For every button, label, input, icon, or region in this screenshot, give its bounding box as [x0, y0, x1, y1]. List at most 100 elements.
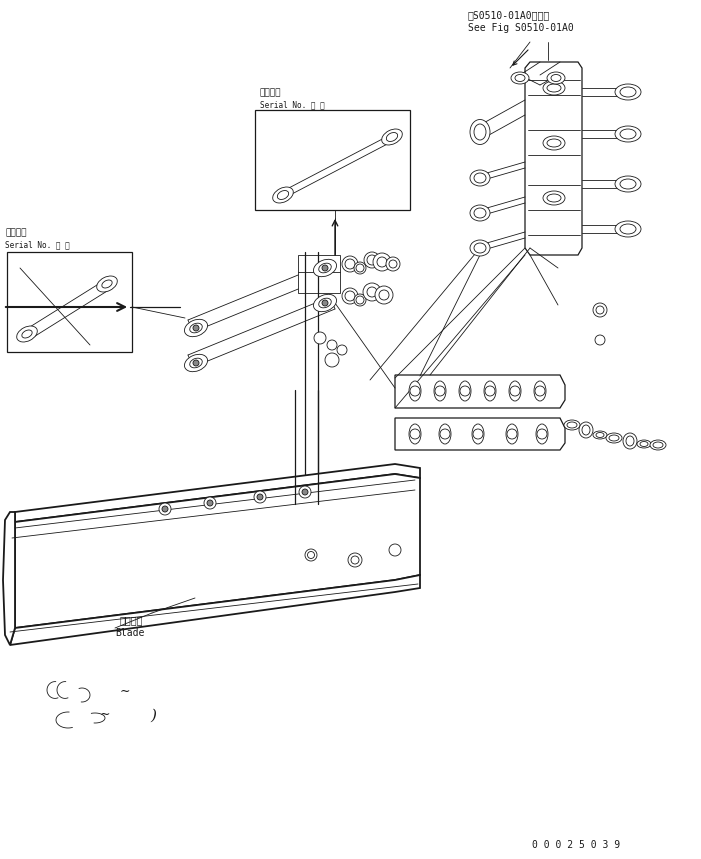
Circle shape: [302, 489, 308, 495]
Ellipse shape: [273, 187, 293, 203]
Circle shape: [327, 340, 337, 350]
Circle shape: [322, 300, 328, 306]
Ellipse shape: [97, 276, 117, 292]
Ellipse shape: [102, 280, 112, 288]
Ellipse shape: [626, 436, 634, 446]
Circle shape: [373, 253, 391, 271]
Text: See Fig S0510-01A0: See Fig S0510-01A0: [468, 23, 573, 33]
Circle shape: [342, 256, 358, 272]
Bar: [298, 255, 340, 293]
Text: 0 0 0 2 5 0 3 9: 0 0 0 2 5 0 3 9: [532, 840, 620, 850]
Circle shape: [410, 429, 420, 439]
Circle shape: [596, 306, 604, 314]
Bar: [255, 110, 410, 210]
Circle shape: [435, 386, 445, 396]
Ellipse shape: [22, 330, 32, 338]
Circle shape: [299, 486, 311, 498]
Polygon shape: [10, 575, 420, 645]
Ellipse shape: [593, 431, 607, 439]
Text: ∼: ∼: [100, 708, 111, 721]
Circle shape: [386, 257, 400, 271]
Ellipse shape: [596, 432, 604, 437]
Ellipse shape: [623, 433, 637, 449]
Circle shape: [337, 345, 347, 355]
Circle shape: [367, 255, 377, 265]
Ellipse shape: [470, 240, 490, 256]
Circle shape: [473, 429, 483, 439]
Ellipse shape: [511, 72, 529, 84]
Ellipse shape: [470, 119, 490, 144]
Polygon shape: [15, 464, 420, 522]
Ellipse shape: [470, 170, 490, 186]
Circle shape: [485, 386, 495, 396]
Circle shape: [410, 386, 420, 396]
Ellipse shape: [474, 243, 486, 253]
Circle shape: [207, 500, 213, 506]
Ellipse shape: [472, 424, 484, 444]
Text: Serial No. ・ ～: Serial No. ・ ～: [260, 100, 325, 109]
Ellipse shape: [319, 298, 332, 308]
Ellipse shape: [536, 424, 548, 444]
Ellipse shape: [190, 358, 203, 368]
Ellipse shape: [547, 84, 561, 92]
Ellipse shape: [474, 124, 486, 140]
Ellipse shape: [389, 544, 401, 556]
Ellipse shape: [515, 75, 525, 82]
Circle shape: [379, 290, 389, 300]
Ellipse shape: [564, 420, 580, 430]
Ellipse shape: [582, 425, 590, 435]
Ellipse shape: [474, 208, 486, 218]
Ellipse shape: [543, 81, 565, 95]
Ellipse shape: [313, 295, 336, 312]
Ellipse shape: [506, 424, 518, 444]
Circle shape: [356, 296, 364, 304]
Circle shape: [354, 262, 366, 274]
Ellipse shape: [551, 75, 561, 82]
Polygon shape: [3, 512, 15, 645]
Ellipse shape: [439, 424, 451, 444]
Circle shape: [367, 287, 377, 297]
Text: ブレード: ブレード: [120, 615, 144, 625]
Circle shape: [377, 257, 387, 267]
Circle shape: [375, 286, 393, 304]
Circle shape: [162, 506, 168, 512]
Circle shape: [510, 386, 520, 396]
Ellipse shape: [653, 442, 663, 448]
Ellipse shape: [190, 323, 203, 332]
Ellipse shape: [534, 381, 546, 401]
Ellipse shape: [434, 381, 446, 401]
Ellipse shape: [596, 336, 604, 344]
Text: ): ): [150, 709, 156, 723]
Text: 適用号機: 適用号機: [5, 228, 27, 237]
Circle shape: [535, 386, 545, 396]
Ellipse shape: [509, 381, 521, 401]
Circle shape: [345, 291, 355, 301]
Ellipse shape: [579, 422, 593, 438]
Ellipse shape: [620, 179, 636, 189]
Ellipse shape: [409, 381, 421, 401]
Ellipse shape: [650, 440, 666, 450]
Text: 第S0510-01A0図参照: 第S0510-01A0図参照: [468, 10, 550, 20]
Circle shape: [314, 332, 326, 344]
Ellipse shape: [184, 320, 207, 337]
Circle shape: [440, 429, 450, 439]
Ellipse shape: [305, 549, 317, 561]
Text: Blade: Blade: [115, 628, 144, 638]
Ellipse shape: [484, 381, 496, 401]
Ellipse shape: [348, 553, 362, 567]
Polygon shape: [395, 375, 565, 408]
Ellipse shape: [620, 224, 636, 234]
Text: Serial No. ・ ～: Serial No. ・ ～: [5, 240, 70, 249]
Circle shape: [345, 259, 355, 269]
Circle shape: [193, 360, 199, 366]
Circle shape: [389, 260, 397, 268]
Polygon shape: [525, 62, 582, 255]
Bar: [7, 252, 132, 352]
Ellipse shape: [615, 84, 641, 100]
Ellipse shape: [547, 194, 561, 202]
Circle shape: [356, 264, 364, 272]
Circle shape: [595, 335, 605, 345]
Ellipse shape: [547, 139, 561, 147]
Ellipse shape: [319, 263, 332, 273]
Circle shape: [204, 497, 216, 509]
